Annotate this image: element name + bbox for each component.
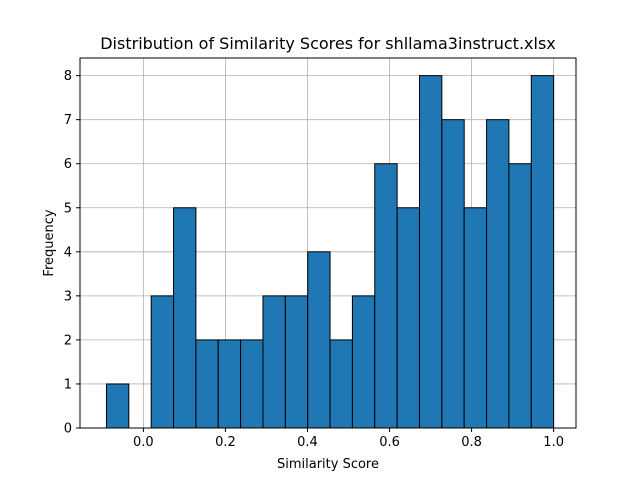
histogram-bar — [284, 295, 309, 429]
y-tick-label: 6 — [64, 157, 72, 172]
x-tick-label: 0.8 — [461, 435, 482, 450]
y-tick-label: 1 — [64, 377, 72, 392]
x-tick-label: 0.4 — [297, 435, 318, 450]
histogram-bar — [262, 295, 286, 429]
x-axis-label: Similarity Score — [277, 457, 379, 472]
x-tick-label: 0.0 — [133, 435, 154, 450]
x-axis-ticks: 0.0 0.2 0.4 0.6 0.8 1.0 — [133, 428, 564, 450]
histogram-bar — [508, 163, 532, 429]
plot-frame — [79, 57, 577, 429]
y-axis-ticks: 0 1 2 3 4 5 6 7 8 — [64, 69, 80, 437]
y-tick-label: 7 — [64, 113, 72, 128]
histogram-bar — [396, 207, 420, 429]
histogram-bar — [441, 119, 465, 429]
histogram-bars — [105, 75, 555, 429]
histogram-bar — [105, 383, 130, 429]
histogram-bar — [195, 339, 219, 429]
histogram-bar — [240, 339, 264, 429]
histogram-bar — [173, 207, 197, 429]
histogram-bar — [351, 295, 376, 429]
histogram-bar — [374, 163, 398, 429]
y-tick-label: 8 — [64, 69, 72, 84]
y-axis-label: Frequency — [42, 209, 57, 276]
x-tick-label: 0.2 — [215, 435, 236, 450]
y-tick-label: 0 — [64, 422, 72, 437]
histogram-bar — [307, 251, 331, 429]
chart-title: Distribution of Similarity Scores for sh… — [100, 34, 556, 53]
histogram-bar — [530, 75, 555, 429]
histogram-bar — [329, 339, 353, 429]
x-tick-label: 1.0 — [543, 435, 564, 450]
y-tick-label: 3 — [64, 289, 72, 304]
histogram-bar — [486, 119, 510, 429]
histogram-bar — [418, 75, 443, 429]
y-tick-label: 4 — [64, 245, 72, 260]
x-tick-label: 0.6 — [379, 435, 400, 450]
y-tick-label: 5 — [64, 201, 72, 216]
histogram-bar — [150, 295, 175, 429]
y-tick-label: 2 — [64, 333, 72, 348]
histogram-bar — [463, 207, 488, 429]
histogram-bar — [217, 339, 242, 429]
